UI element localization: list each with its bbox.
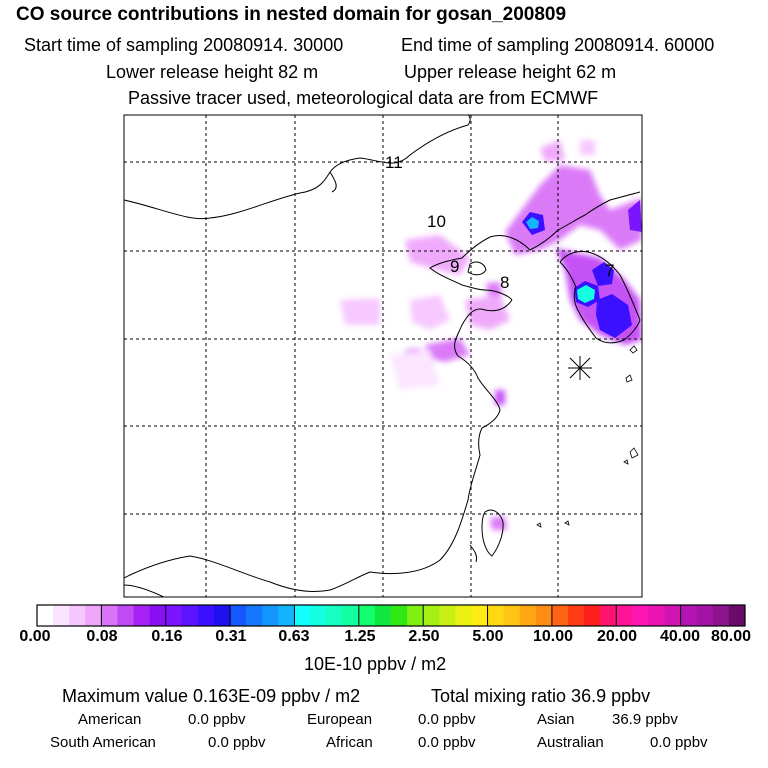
colorbar-frame bbox=[36, 604, 746, 627]
colorbar-swatch bbox=[358, 605, 376, 626]
colorbar-swatch bbox=[149, 605, 167, 626]
colorbar-swatch bbox=[165, 605, 183, 626]
colorbar-tick-label: 80.00 bbox=[710, 628, 752, 645]
colorbar-swatch bbox=[503, 605, 521, 626]
asian-value: 36.9 ppbv bbox=[612, 711, 678, 728]
colorbar-swatch bbox=[728, 605, 746, 626]
colorbar-swatch bbox=[696, 605, 714, 626]
european-value: 0.0 ppbv bbox=[418, 711, 476, 728]
australian-value: 0.0 ppbv bbox=[650, 734, 708, 751]
region-label-11: 11 bbox=[385, 153, 403, 172]
colorbar-swatch bbox=[519, 605, 537, 626]
start-time-label: Start time of sampling 20080914. 30000 bbox=[24, 35, 344, 55]
colorbar-swatch bbox=[648, 605, 666, 626]
colorbar-swatch bbox=[85, 605, 102, 626]
colorbar-swatch bbox=[712, 605, 730, 626]
map-area: 11 10 9 8 7 bbox=[124, 115, 642, 597]
colorbar-swatch bbox=[374, 605, 392, 626]
european-label: European bbox=[307, 711, 373, 728]
page-title: CO source contributions in nested domain… bbox=[16, 4, 567, 25]
colorbar-swatch bbox=[487, 605, 505, 626]
tracer-note: Passive tracer used, meteorological data… bbox=[128, 88, 599, 108]
maximum-value-label: Maximum value 0.163E-09 ppbv / m2 bbox=[62, 686, 361, 706]
colorbar-swatch bbox=[632, 605, 649, 626]
colorbar-tick-label: 20.00 bbox=[596, 628, 638, 645]
grid-lines bbox=[124, 115, 642, 597]
south-american-value: 0.0 ppbv bbox=[208, 734, 266, 751]
colorbar-swatch bbox=[616, 605, 633, 626]
colorbar-swatch bbox=[197, 605, 215, 626]
colorbar-swatch bbox=[568, 605, 585, 626]
end-time-label: End time of sampling 20080914. 60000 bbox=[401, 35, 715, 55]
islands bbox=[536, 345, 639, 528]
colorbar-swatch bbox=[214, 605, 231, 626]
colorbar-tick-label: 40.00 bbox=[659, 628, 701, 645]
colorbar-swatch bbox=[181, 605, 199, 626]
colorbar-swatch bbox=[391, 605, 408, 626]
colorbar-tick-label: 0.16 bbox=[151, 628, 183, 645]
colorbar-swatch bbox=[230, 605, 247, 626]
colorbar-tick-label: 5.00 bbox=[472, 628, 504, 645]
coastlines bbox=[124, 115, 641, 597]
colorbar-tick-label: 10.00 bbox=[532, 628, 574, 645]
colorbar-swatch bbox=[535, 605, 553, 626]
colorbar-swatch bbox=[37, 605, 54, 626]
region-label-8: 8 bbox=[500, 273, 509, 292]
american-value: 0.0 ppbv bbox=[188, 711, 246, 728]
colorbar-swatch bbox=[584, 605, 601, 626]
colorbar-swatch bbox=[278, 605, 295, 626]
colorbar-unit-label: 10E-10 ppbv / m2 bbox=[304, 654, 447, 674]
colorbar-swatch bbox=[551, 605, 569, 626]
colorbar-swatch bbox=[101, 605, 118, 626]
colorbar-swatch bbox=[310, 605, 328, 626]
map-frame bbox=[123, 114, 643, 598]
colorbar-swatch bbox=[133, 605, 151, 626]
colorbar-swatch bbox=[342, 605, 360, 626]
colorbar-swatch bbox=[600, 605, 617, 626]
region-label-7: 7 bbox=[605, 261, 614, 280]
colorbar-tick-label: 1.25 bbox=[344, 628, 376, 645]
australian-label: Australian bbox=[537, 734, 604, 751]
total-mixing-ratio-label: Total mixing ratio 36.9 ppbv bbox=[431, 686, 651, 706]
colorbar bbox=[36, 604, 746, 627]
colorbar-swatch bbox=[117, 605, 135, 626]
colorbar-swatch bbox=[439, 605, 456, 626]
lower-release-label: Lower release height 82 m bbox=[106, 62, 319, 82]
receptor-star-icon bbox=[568, 356, 592, 380]
colorbar-swatch bbox=[326, 605, 344, 626]
upper-release-label: Upper release height 62 m bbox=[404, 62, 617, 82]
colorbar-swatch bbox=[455, 605, 472, 626]
colorbar-swatch bbox=[262, 605, 279, 626]
colorbar-swatch bbox=[407, 605, 424, 626]
colorbar-tick-label: 0.31 bbox=[215, 628, 247, 645]
colorbar-swatch bbox=[423, 605, 440, 626]
region-label-10: 10 bbox=[427, 212, 446, 231]
african-value: 0.0 ppbv bbox=[418, 734, 476, 751]
colorbar-tick-label: 0.00 bbox=[19, 628, 51, 645]
colorbar-swatch bbox=[664, 605, 682, 626]
region-label-9: 9 bbox=[450, 257, 459, 276]
colorbar-swatch bbox=[294, 605, 312, 626]
colorbar-swatch bbox=[680, 605, 698, 626]
colorbar-swatch bbox=[471, 605, 489, 626]
colorbar-tick-label: 2.50 bbox=[408, 628, 440, 645]
colorbar-swatch bbox=[53, 605, 70, 626]
colorbar-tick-label: 0.08 bbox=[86, 628, 118, 645]
colorbar-tick-label: 0.63 bbox=[278, 628, 310, 645]
african-label: African bbox=[326, 734, 373, 751]
concentration-plumes bbox=[340, 140, 642, 530]
american-label: American bbox=[78, 711, 142, 728]
colorbar-swatch bbox=[69, 605, 86, 626]
asian-label: Asian bbox=[537, 711, 575, 728]
colorbar-swatch bbox=[246, 605, 263, 626]
south-american-label: South American bbox=[50, 734, 156, 751]
